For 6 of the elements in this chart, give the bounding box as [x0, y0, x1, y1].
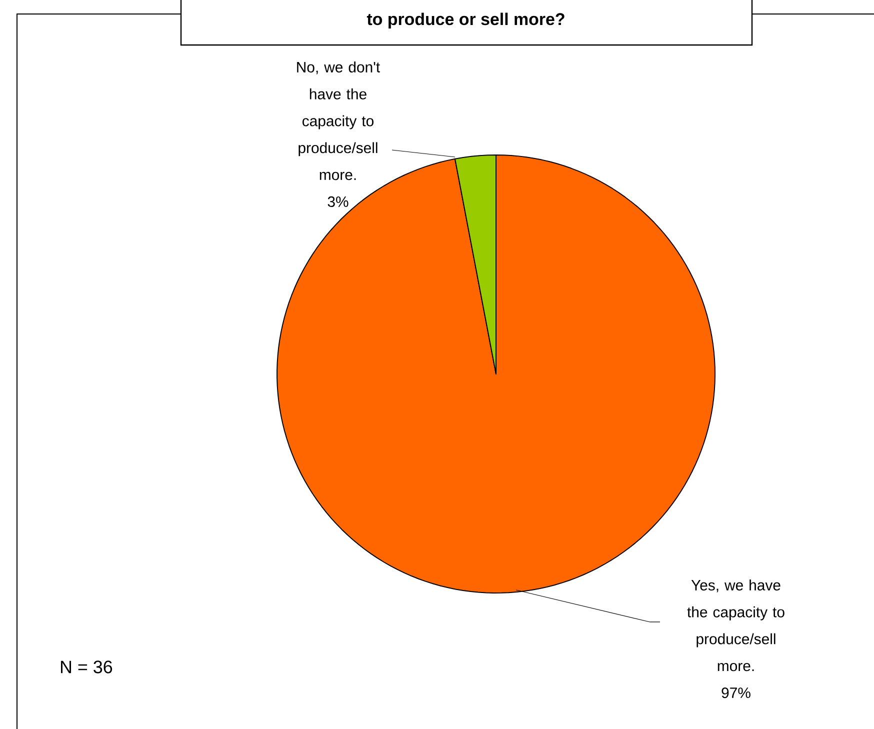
- chart-title: to produce or sell more?: [366, 12, 564, 29]
- slice-label: No, we don't have the capacity to produce/sell more.: [297, 62, 380, 180]
- slice-label: Yes, we have the capacity to produce/sell more.: [687, 580, 784, 672]
- data-label: 3%: [328, 196, 348, 207]
- data-label: 97%: [722, 687, 750, 698]
- text: N = 36: [60, 660, 112, 674]
